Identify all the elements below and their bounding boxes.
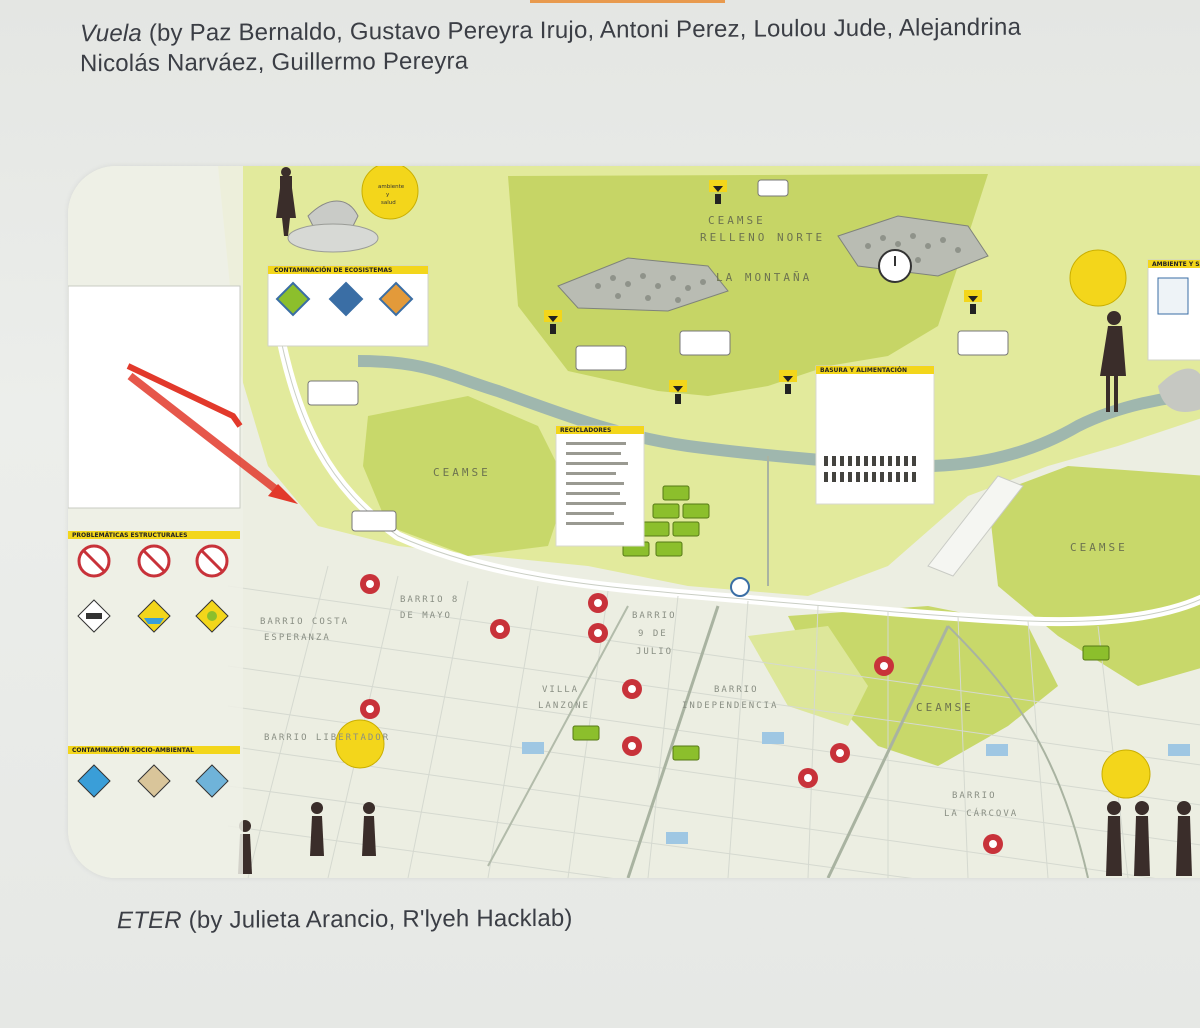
label-barrio-9: BARRIO <box>632 611 677 621</box>
ceamse-center-zone <box>363 396 568 556</box>
avenue-2 <box>826 625 950 878</box>
caption-vuela-title: Vuela <box>80 19 142 48</box>
caption-vuela: Vuela (by Paz Bernaldo, Gustavo Pereyra … <box>80 13 1021 80</box>
garbage-mound-left <box>557 257 729 312</box>
caption-eter: ETER (by Julieta Arancio, R'lyeh Hacklab… <box>117 904 573 936</box>
locator-map <box>68 285 241 509</box>
label-barrio-ind: BARRIO <box>714 685 759 695</box>
legend-problem-icons <box>77 544 229 633</box>
label-barrio-costa: BARRIO COSTA <box>260 617 349 627</box>
legend-panel <box>68 166 243 878</box>
yellow-circle-text-3: salud <box>381 200 396 206</box>
yellow-circle-text-1: ambiente <box>378 184 405 190</box>
caption-vuela-credits-2: Nicolás Narváez, Guillermo Pereyra <box>80 47 469 78</box>
roundabout-icon <box>730 577 750 597</box>
south-strip-zone <box>748 626 868 726</box>
info-card-people-icons <box>824 456 916 482</box>
label-barrio-8: BARRIO 8 <box>400 595 459 605</box>
caption-eter-credits: (by Julieta Arancio, R'lyeh Hacklab) <box>181 904 573 934</box>
legend-title-contamination: CONTAMINACIÓN DE ECOSISTEMAS <box>274 267 392 274</box>
top-accent-bar <box>530 0 725 3</box>
legend-community-icons <box>77 764 229 798</box>
legend-water-icon <box>1157 277 1189 315</box>
ceamse-right-zone <box>988 466 1200 686</box>
recycling-bins <box>572 485 1110 761</box>
ceamse-south-zone <box>788 606 1058 766</box>
label-esperanza: ESPERANZA <box>264 633 331 643</box>
info-card-recicladores-lines <box>566 442 628 525</box>
river <box>357 355 1200 473</box>
red-direction-arrow-shaft <box>127 372 281 495</box>
label-julio: JULIO <box>636 647 673 657</box>
info-card-recicladores-header <box>556 426 644 434</box>
legend-title-ambiente: AMBIENTE Y SALUD <box>1152 261 1200 268</box>
label-ceamse-south: CEAMSE <box>916 701 974 714</box>
smoke-cloud <box>1158 368 1200 412</box>
red-markers <box>360 574 1003 854</box>
label-9-de: 9 DE <box>638 629 668 639</box>
caption-vuela-credits-1: (by Paz Bernaldo, Gustavo Pereyra Irujo,… <box>141 13 1022 47</box>
label-de-mayo: DE MAYO <box>400 611 452 621</box>
street-grid <box>227 565 1200 878</box>
truck-icons <box>307 179 1009 532</box>
legend-title-basura: BASURA Y ALIMENTACIÓN <box>820 367 907 374</box>
label-relleno-norte: RELLENO NORTE <box>700 231 825 244</box>
people-figures <box>238 167 1192 876</box>
pipe-puddle <box>287 223 379 253</box>
info-card-basura-header <box>816 366 934 374</box>
info-card-recicladores <box>555 425 645 547</box>
legend-right-bar <box>1148 260 1200 268</box>
legend-contamination-icons <box>275 281 414 317</box>
building-tilted <box>927 475 1024 577</box>
label-la-carcova: LA CÁRCOVA <box>944 807 1018 819</box>
legend-community-bar <box>68 746 240 754</box>
yellow-info-circles <box>335 166 1151 799</box>
illustrated-map: CEAMSE RELLENO NORTE LA MONTAÑA CEAMSE C… <box>68 166 1200 878</box>
legend-title-community: CONTAMINACIÓN SOCIO-AMBIENTAL <box>72 747 194 754</box>
label-independencia: INDEPENDENCIA <box>682 701 778 711</box>
avenue-5 <box>947 625 1089 878</box>
legend-title-reciclaje: RECICLADORES <box>560 427 611 434</box>
legend-contamination-bar <box>268 266 428 274</box>
caption-eter-title: ETER <box>117 906 182 935</box>
label-ceamse-right: CEAMSE <box>1070 541 1128 554</box>
label-la-montana: LA MONTAÑA <box>716 271 812 284</box>
avenue-3 <box>487 605 629 867</box>
highway-edge <box>277 325 1200 623</box>
yellow-circle-text-2: y <box>386 192 390 198</box>
label-villa: VILLA <box>542 685 579 695</box>
info-card-basura <box>815 365 935 505</box>
avenue-1 <box>626 605 720 878</box>
legend-problems-bar <box>68 531 240 539</box>
label-barrio-carcova: BARRIO <box>952 791 997 801</box>
label-lanzone: LANZONE <box>538 701 590 711</box>
legend-title-problems: PROBLEMÁTICAS ESTRUCTURALES <box>72 532 187 539</box>
label-ceamse-north: CEAMSE <box>708 214 766 227</box>
label-ceamse-center: CEAMSE <box>433 466 491 479</box>
locator-arrow-line <box>126 363 243 428</box>
hazard-markers <box>544 180 982 404</box>
label-barrio-libertador: BARRIO LIBERTADOR <box>264 733 390 743</box>
map-canvas: CEAMSE RELLENO NORTE LA MONTAÑA CEAMSE C… <box>68 166 1200 878</box>
flag-icons <box>522 732 1190 844</box>
